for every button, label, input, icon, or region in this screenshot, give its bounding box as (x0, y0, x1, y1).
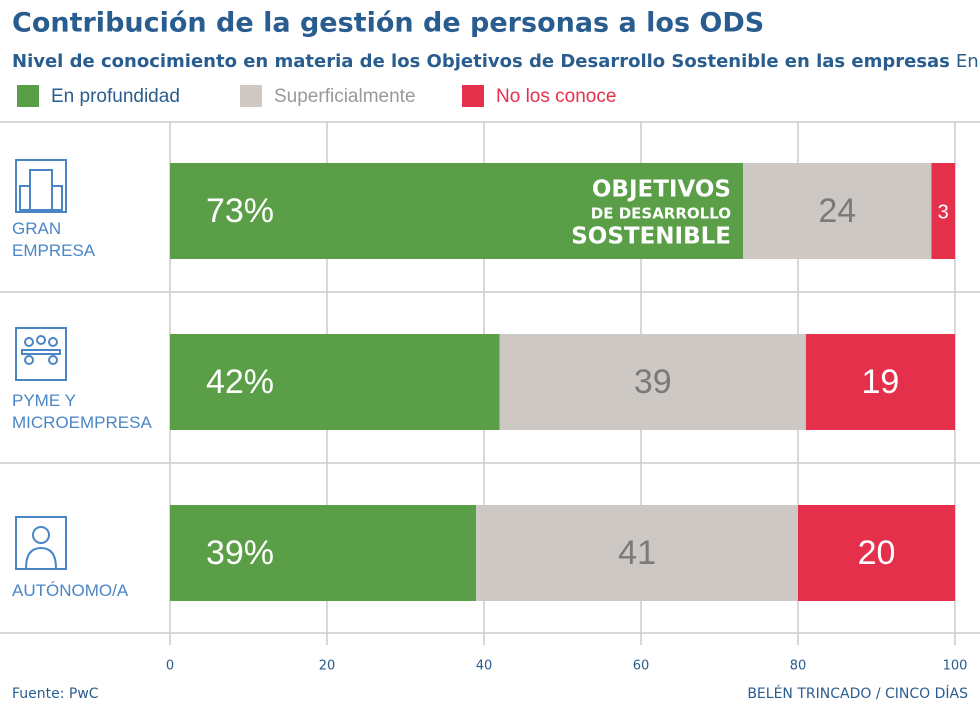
legend-label: No los conoce (496, 86, 616, 107)
bar-segment (805, 334, 955, 430)
value-label: 19 (862, 363, 900, 401)
value-label: 39% (206, 534, 274, 572)
source: Fuente: PwC (12, 686, 99, 702)
bar-segment (798, 505, 955, 601)
legend-label: En profundidad (51, 86, 180, 107)
x-tick-label: 100 (943, 659, 968, 674)
icon-person (15, 516, 67, 570)
category-label: PYME Y MICROEMPRESA (12, 391, 152, 432)
legend-swatch (17, 85, 39, 107)
logo-text: DE DESARROLLO (591, 205, 731, 223)
icons (15, 159, 67, 570)
x-tick-label: 0 (166, 659, 174, 674)
bar-segment (170, 163, 744, 259)
credit: BELÉN TRINCADO / CINCO DÍAS (747, 685, 968, 702)
chart-title: Contribución de la gestión de personas a… (12, 8, 764, 39)
logo-text: SOSTENIBLE (571, 224, 731, 250)
legend-label: Superficialmente (274, 86, 416, 107)
logo-text: OBJETIVOS (592, 177, 731, 203)
value-label: 24 (818, 192, 856, 230)
category-label: AUTÓNOMO/A (12, 581, 129, 600)
chart-subtitle: Nivel de conocimiento en materia de los … (12, 51, 950, 72)
x-tick-label: 40 (476, 659, 493, 674)
unit-note: En % (956, 51, 980, 72)
legend-swatch (240, 85, 262, 107)
bar-segment (170, 334, 500, 430)
bar-segment (499, 334, 806, 430)
category-label: GRAN EMPRESA (12, 219, 96, 260)
value-label: 41 (618, 534, 656, 572)
icon-group (15, 327, 67, 381)
x-tick-label: 60 (633, 659, 650, 674)
value-label: 20 (858, 534, 896, 572)
x-tick-label: 80 (790, 659, 807, 674)
bar-segment (170, 505, 477, 601)
value-label: 39 (634, 363, 672, 401)
value-label: 3 (938, 201, 949, 223)
bar-segment (743, 163, 932, 259)
value-label: 73% (206, 192, 274, 230)
icon-building (15, 159, 67, 213)
x-tick-label: 20 (319, 659, 336, 674)
value-label: 42% (206, 363, 274, 401)
bar-segment (476, 505, 798, 601)
bar-segment (931, 163, 955, 259)
legend-swatch (462, 85, 484, 107)
